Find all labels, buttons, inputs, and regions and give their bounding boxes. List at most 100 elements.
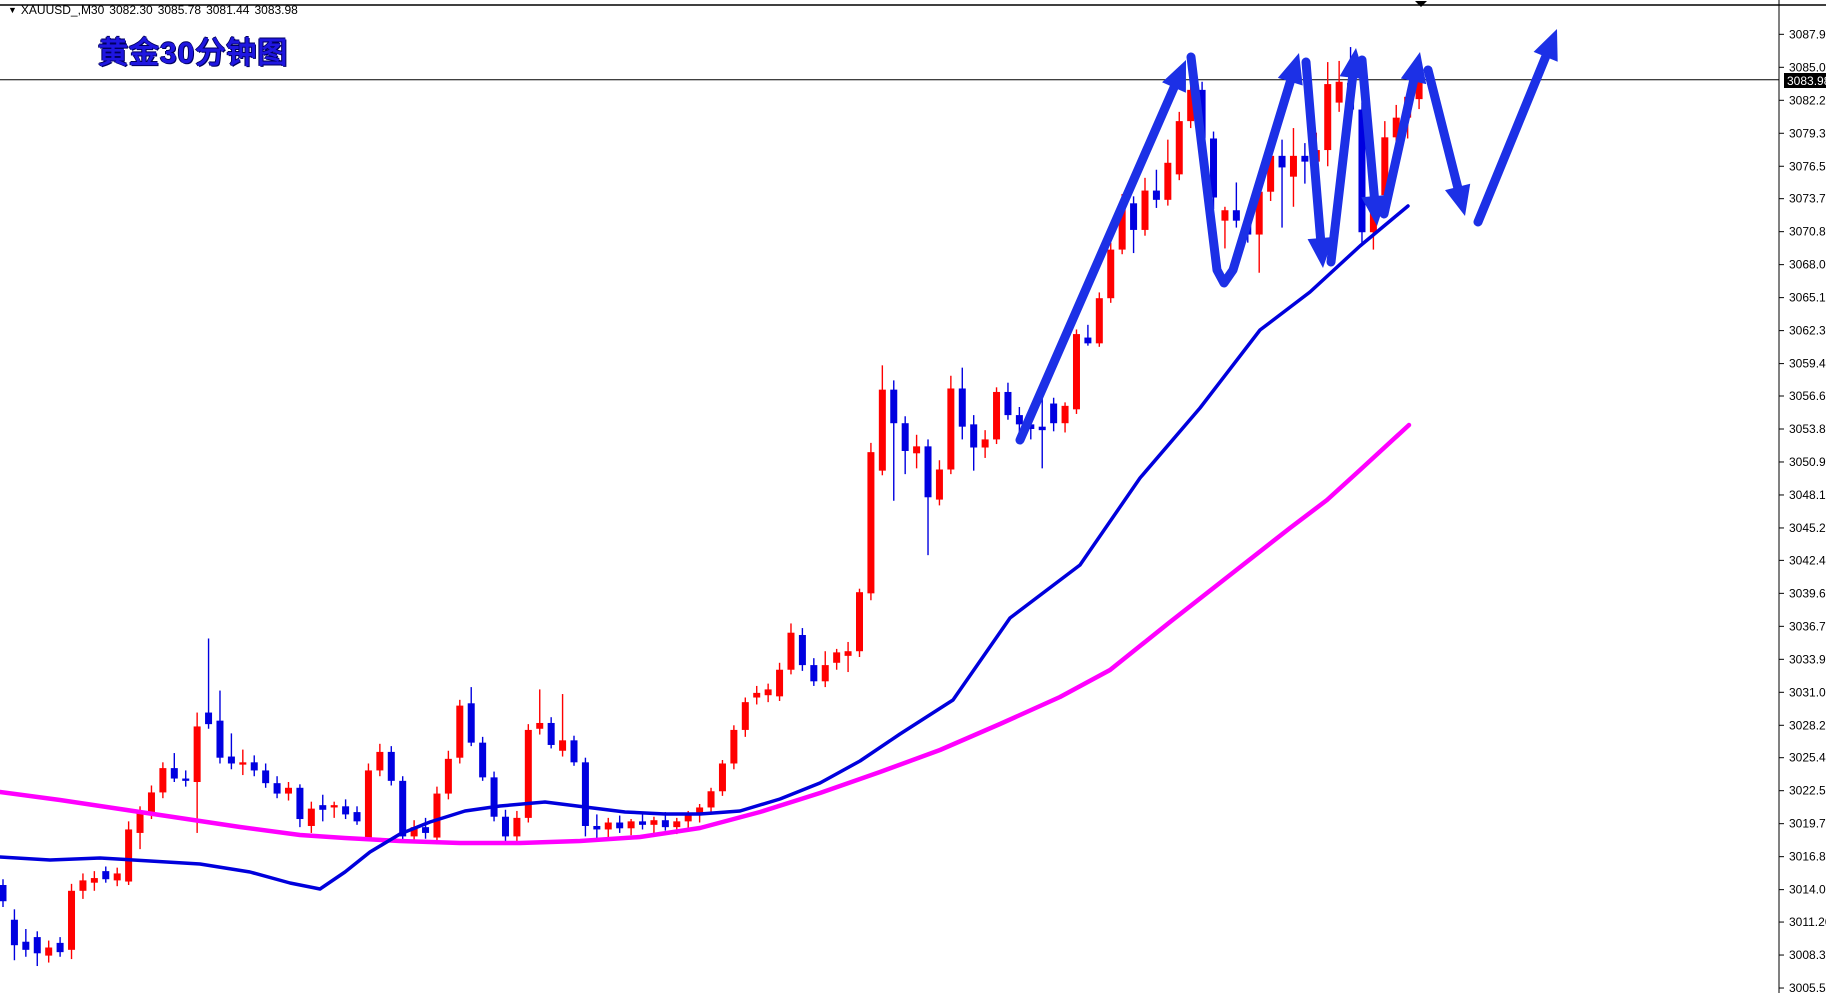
- trend-arrow-shaft: [1379, 66, 1421, 219]
- candle-body: [524, 729, 532, 818]
- trend-arrow-head: [1277, 53, 1303, 86]
- price-axis-label[interactable]: 3068.00: [1789, 258, 1826, 272]
- candle-body: [1095, 298, 1103, 344]
- candle-body: [730, 729, 738, 764]
- candle-body: [1324, 84, 1332, 151]
- candle-body: [673, 821, 681, 828]
- price-axis-label[interactable]: 3011.20: [1789, 915, 1826, 929]
- trend-arrow-shaft: [1015, 73, 1183, 445]
- candle-body: [159, 768, 167, 793]
- current-price-badge-text: 3083.98: [1787, 74, 1826, 88]
- candle-body: [22, 941, 30, 950]
- price-axis-label[interactable]: 3031.05: [1789, 685, 1826, 699]
- price-axis-label[interactable]: 3048.10: [1789, 488, 1826, 502]
- price-axis-label[interactable]: 3073.70: [1789, 192, 1826, 206]
- candle-body: [216, 720, 224, 758]
- candle-body: [924, 446, 932, 498]
- price-axis-label[interactable]: 3019.70: [1789, 817, 1826, 831]
- candle-body: [444, 758, 452, 794]
- price-axis-label[interactable]: 3062.30: [1789, 324, 1826, 338]
- candle-body: [227, 756, 235, 764]
- candle-body: [239, 762, 247, 765]
- price-axis-label[interactable]: 3079.35: [1789, 126, 1826, 140]
- candle-body: [467, 703, 475, 743]
- price-axis-label[interactable]: 3016.85: [1789, 850, 1826, 864]
- price-axis-label[interactable]: 3025.40: [1789, 751, 1826, 765]
- candle-body: [1118, 203, 1126, 250]
- candle-body: [798, 635, 806, 666]
- ohlc-high: 3085.78: [157, 3, 202, 17]
- trend-arrow-head: [1307, 237, 1334, 268]
- candle-body: [399, 780, 407, 837]
- price-axis-label[interactable]: 3050.95: [1789, 455, 1826, 469]
- candle-body: [1358, 109, 1366, 233]
- candle-body: [593, 825, 601, 830]
- candle-body: [1130, 203, 1138, 230]
- candle-body: [1415, 79, 1423, 100]
- trend-arrow-shaft: [1473, 42, 1555, 227]
- ohlc-low: 3081.44: [206, 3, 250, 17]
- price-axis-label[interactable]: 3082.20: [1789, 93, 1826, 107]
- candle-body: [1221, 210, 1229, 221]
- price-axis-label[interactable]: 3039.60: [1789, 586, 1826, 600]
- candle-body: [410, 827, 418, 837]
- candle-body: [1255, 191, 1263, 235]
- candle-body: [604, 822, 612, 830]
- candle-body: [1141, 190, 1149, 230]
- price-axis-label[interactable]: 3056.65: [1789, 389, 1826, 403]
- last-bar-marker-icon: [1415, 1, 1427, 7]
- candle-body: [1084, 337, 1092, 344]
- price-axis-label[interactable]: 3045.25: [1789, 521, 1826, 535]
- candle-body: [353, 812, 361, 822]
- price-axis-label[interactable]: 3042.45: [1789, 553, 1826, 567]
- price-axis-label[interactable]: 3065.15: [1789, 291, 1826, 305]
- candle-body: [79, 880, 87, 891]
- price-axis-label[interactable]: 3033.90: [1789, 652, 1826, 666]
- current-price-badge: [1784, 73, 1826, 88]
- price-axis-label[interactable]: 3005.50: [1789, 981, 1826, 993]
- candle-body: [342, 806, 350, 815]
- candle-body: [170, 768, 178, 779]
- candle-body: [1027, 424, 1035, 429]
- price-axis-label[interactable]: 3070.85: [1789, 225, 1826, 239]
- candle-body: [68, 890, 76, 950]
- trend-arrow-head: [1361, 194, 1388, 226]
- symbol-dropdown-icon[interactable]: ▼: [8, 5, 17, 15]
- price-axis-label[interactable]: 3028.20: [1789, 718, 1826, 732]
- candle-body: [1267, 155, 1275, 192]
- candle-body: [1107, 249, 1115, 299]
- candle-body: [718, 763, 726, 792]
- candle-body: [627, 821, 635, 829]
- candle-body: [878, 389, 886, 471]
- candle-body: [147, 792, 155, 814]
- price-axis-label[interactable]: 3053.80: [1789, 422, 1826, 436]
- candle-body: [867, 452, 875, 594]
- price-axis-label[interactable]: 3087.90: [1789, 27, 1826, 41]
- candle-body: [296, 787, 304, 820]
- candle-body: [856, 592, 863, 652]
- price-axis-label[interactable]: 3014.00: [1789, 883, 1826, 897]
- candle-body: [707, 791, 715, 808]
- price-axis-label[interactable]: 3059.45: [1789, 357, 1826, 371]
- candle-body: [958, 388, 966, 427]
- candle-body: [1050, 403, 1058, 424]
- candle-body: [307, 808, 315, 826]
- price-axis-label[interactable]: 3008.35: [1789, 948, 1826, 962]
- candle-body: [113, 873, 121, 881]
- candle-body: [970, 424, 978, 448]
- candle-body: [993, 391, 1001, 440]
- candle-body: [102, 871, 110, 880]
- candle-body: [1187, 89, 1195, 122]
- candle-body: [1152, 190, 1160, 200]
- trend-arrow-shaft: [1301, 57, 1326, 254]
- trend-arrow-shaft: [1186, 52, 1298, 288]
- candle-body: [387, 751, 395, 781]
- trend-arrow-shaft: [1423, 65, 1465, 202]
- price-axis-label[interactable]: 3036.75: [1789, 619, 1826, 633]
- price-axis-label[interactable]: 3076.50: [1789, 159, 1826, 173]
- candle-body: [285, 787, 292, 794]
- price-axis-label[interactable]: 3022.55: [1789, 784, 1826, 798]
- price-axis-label[interactable]: 3085.05: [1789, 60, 1826, 74]
